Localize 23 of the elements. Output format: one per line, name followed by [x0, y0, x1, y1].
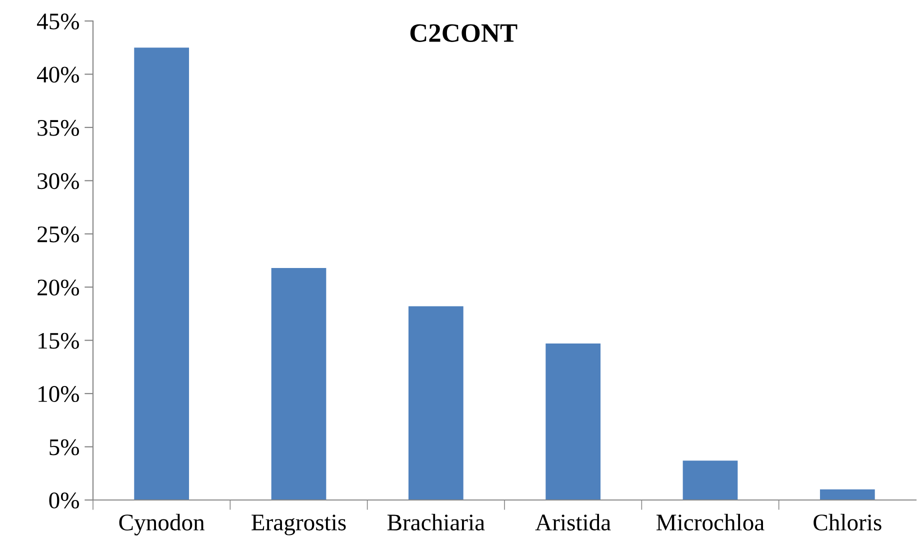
y-tick-label: 5% [50, 439, 79, 456]
x-tick-label: Brachiaria [387, 514, 485, 531]
bar [134, 48, 190, 500]
y-tick-label: 0% [49, 492, 79, 508]
y-tick-label: 10% [38, 386, 79, 402]
x-tick-label: Aristida [535, 514, 611, 531]
bar [682, 460, 738, 500]
y-tick-label: 35% [38, 120, 79, 136]
x-tick-label: Microchloa [656, 514, 764, 531]
y-tick-label: 45% [36, 13, 79, 30]
y-tick-label: 40% [36, 66, 79, 83]
x-tick-label: Chloris [814, 514, 882, 531]
bar [271, 268, 326, 500]
y-tick-label: 25% [38, 226, 79, 242]
y-tick-label: 15% [38, 332, 79, 349]
bar [820, 489, 875, 500]
y-tick-label: 20% [38, 280, 79, 296]
x-tick-label: Eragrostis [252, 514, 346, 536]
x-tick-label: Cynodon [119, 514, 205, 536]
bar [546, 344, 601, 500]
chart-title: C2CONT [410, 24, 518, 42]
bar [408, 306, 464, 500]
y-tick-label: 30% [38, 173, 79, 190]
